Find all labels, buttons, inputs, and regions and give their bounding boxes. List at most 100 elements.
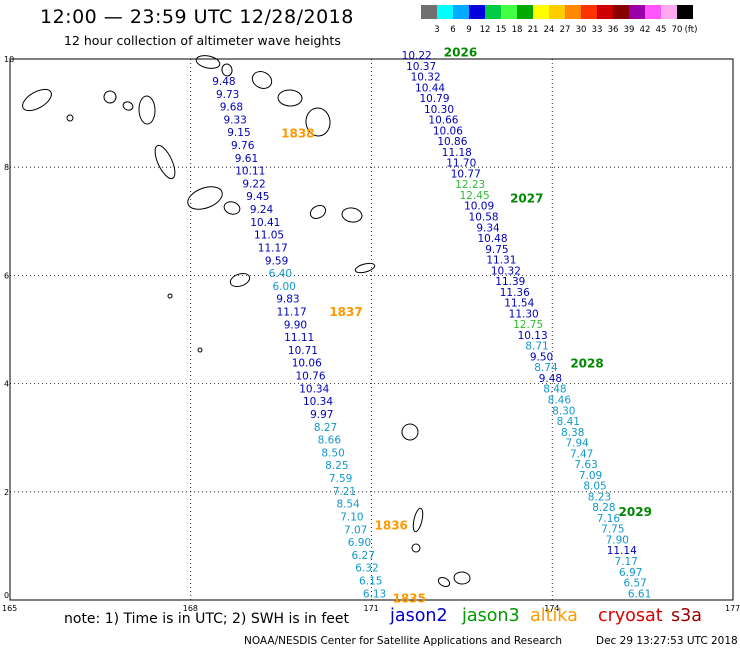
colorbar-swatch bbox=[517, 5, 533, 19]
wave-height-value: 9.83 bbox=[276, 294, 299, 306]
island-outline bbox=[309, 204, 327, 220]
colorbar-swatch bbox=[565, 5, 581, 19]
wave-height-value: 9.48 bbox=[539, 373, 562, 385]
wave-height-value: 7.21 bbox=[333, 486, 356, 498]
wave-height-value: 6.57 bbox=[623, 578, 646, 590]
wave-height-value: 8.23 bbox=[588, 491, 611, 503]
colorbar-swatch bbox=[597, 5, 613, 19]
colorbar-label: 12 bbox=[479, 25, 491, 35]
wave-height-value: 7.90 bbox=[606, 534, 629, 546]
y-tick-label: 10 bbox=[4, 55, 14, 64]
wave-height-value: 12.45 bbox=[460, 190, 490, 202]
wave-height-value: 11.11 bbox=[284, 332, 314, 344]
wave-height-value: 9.68 bbox=[220, 102, 243, 114]
credit-line: NOAA/NESDIS Center for Satellite Applica… bbox=[244, 635, 562, 647]
wave-height-value: 9.61 bbox=[235, 153, 258, 165]
x-tick-label: 168 bbox=[183, 604, 198, 613]
wave-height-value: 10.77 bbox=[451, 168, 481, 180]
island-outline bbox=[412, 507, 424, 533]
wave-height-value: 9.75 bbox=[485, 244, 508, 256]
wave-height-value: 8.71 bbox=[525, 341, 548, 353]
wave-height-value: 9.50 bbox=[530, 351, 553, 363]
island-outline bbox=[411, 543, 421, 553]
colorbar-label: 39 bbox=[623, 25, 635, 35]
colorbar-unit: (ft) bbox=[684, 25, 698, 35]
pass-number-label: 2028 bbox=[570, 356, 603, 370]
wave-height-value: 7.07 bbox=[344, 524, 367, 536]
colorbar-swatch bbox=[469, 5, 485, 19]
wave-height-value: 10.32 bbox=[491, 265, 521, 277]
wave-height-value: 7.16 bbox=[597, 513, 621, 525]
colorbar-label: 3 bbox=[434, 25, 440, 35]
wave-height-value: 10.09 bbox=[464, 201, 494, 213]
x-tick-label: 177 bbox=[725, 604, 740, 613]
wave-height-value: 10.34 bbox=[303, 396, 333, 408]
island-outline bbox=[187, 186, 223, 210]
wave-height-value: 7.47 bbox=[570, 448, 593, 460]
wave-height-value: 7.94 bbox=[565, 438, 589, 450]
island-outline bbox=[195, 55, 221, 69]
wave-height-value: 10.41 bbox=[250, 217, 280, 229]
wave-height-value: 7.17 bbox=[615, 556, 638, 568]
island-outline bbox=[221, 63, 233, 77]
island-outline bbox=[22, 88, 52, 112]
pass-number-label: 1837 bbox=[329, 305, 362, 319]
generation-timestamp: Dec 29 13:27:53 UTC 2018 bbox=[596, 635, 738, 647]
wave-height-value: 6.15 bbox=[359, 575, 382, 587]
wave-height-value: 6.32 bbox=[355, 563, 378, 575]
wave-height-value: 9.33 bbox=[223, 114, 246, 126]
wave-height-value: 10.34 bbox=[299, 383, 329, 395]
wave-height-value: 8.41 bbox=[557, 416, 580, 428]
wave-height-value: 8.54 bbox=[336, 499, 360, 511]
y-tick-label: 0 bbox=[4, 591, 9, 600]
wave-height-value: 8.48 bbox=[543, 384, 566, 396]
island-outline bbox=[197, 347, 203, 353]
colorbar-label: 18 bbox=[511, 25, 523, 35]
wave-height-value: 6.90 bbox=[348, 537, 371, 549]
colorbar-label: 6 bbox=[450, 25, 456, 35]
satellite-s3a: s3a bbox=[671, 606, 702, 626]
wave-height-value: 10.48 bbox=[477, 233, 507, 245]
colorbar-label: 70 bbox=[671, 25, 683, 35]
y-tick-label: 4 bbox=[4, 380, 9, 389]
wave-height-value: 11.05 bbox=[254, 230, 284, 242]
wave-height-value: 7.09 bbox=[579, 470, 602, 482]
colorbar-label: 30 bbox=[575, 25, 587, 35]
colorbar-label: 42 bbox=[639, 25, 651, 35]
colorbar-swatch bbox=[613, 5, 629, 19]
wave-height-value: 9.48 bbox=[212, 76, 235, 88]
wave-height-value: 9.34 bbox=[476, 222, 500, 234]
wave-height-value: 10.44 bbox=[415, 82, 445, 94]
wave-height-value: 11.36 bbox=[500, 287, 530, 299]
wave-height-value: 8.74 bbox=[534, 362, 558, 374]
colorbar-swatch bbox=[549, 5, 565, 19]
island-outline bbox=[305, 107, 331, 137]
colorbar-label: 9 bbox=[466, 25, 472, 35]
wave-height-value: 9.97 bbox=[310, 409, 333, 421]
pass-number-label: 1835 bbox=[393, 592, 426, 606]
wave-height-value: 6.27 bbox=[352, 550, 375, 562]
wave-height-value: 6.00 bbox=[272, 281, 295, 293]
wave-height-value: 6.40 bbox=[269, 268, 292, 280]
wave-height-value: 7.59 bbox=[329, 473, 352, 485]
wave-height-value: 10.76 bbox=[295, 371, 325, 383]
y-tick-label: 2 bbox=[4, 488, 9, 497]
wave-height-value: 9.15 bbox=[227, 127, 250, 139]
wave-height-value: 11.18 bbox=[442, 147, 472, 159]
wave-height-value: 7.75 bbox=[601, 524, 624, 536]
wave-height-value: 10.32 bbox=[411, 72, 441, 84]
wave-height-value: 12.75 bbox=[513, 319, 543, 331]
island-outline bbox=[354, 262, 376, 274]
colorbar-label: 45 bbox=[655, 25, 667, 35]
island-outline bbox=[453, 571, 471, 585]
wave-height-value: 10.06 bbox=[292, 358, 322, 370]
island-outline bbox=[251, 71, 273, 89]
wave-height-value: 10.79 bbox=[419, 93, 449, 105]
wave-height-value: 8.25 bbox=[325, 460, 348, 472]
wave-height-value: 9.73 bbox=[216, 89, 239, 101]
wave-height-value: 6.13 bbox=[363, 588, 386, 600]
colorbar-label: 15 bbox=[495, 25, 507, 35]
colorbar-swatch bbox=[661, 5, 677, 19]
